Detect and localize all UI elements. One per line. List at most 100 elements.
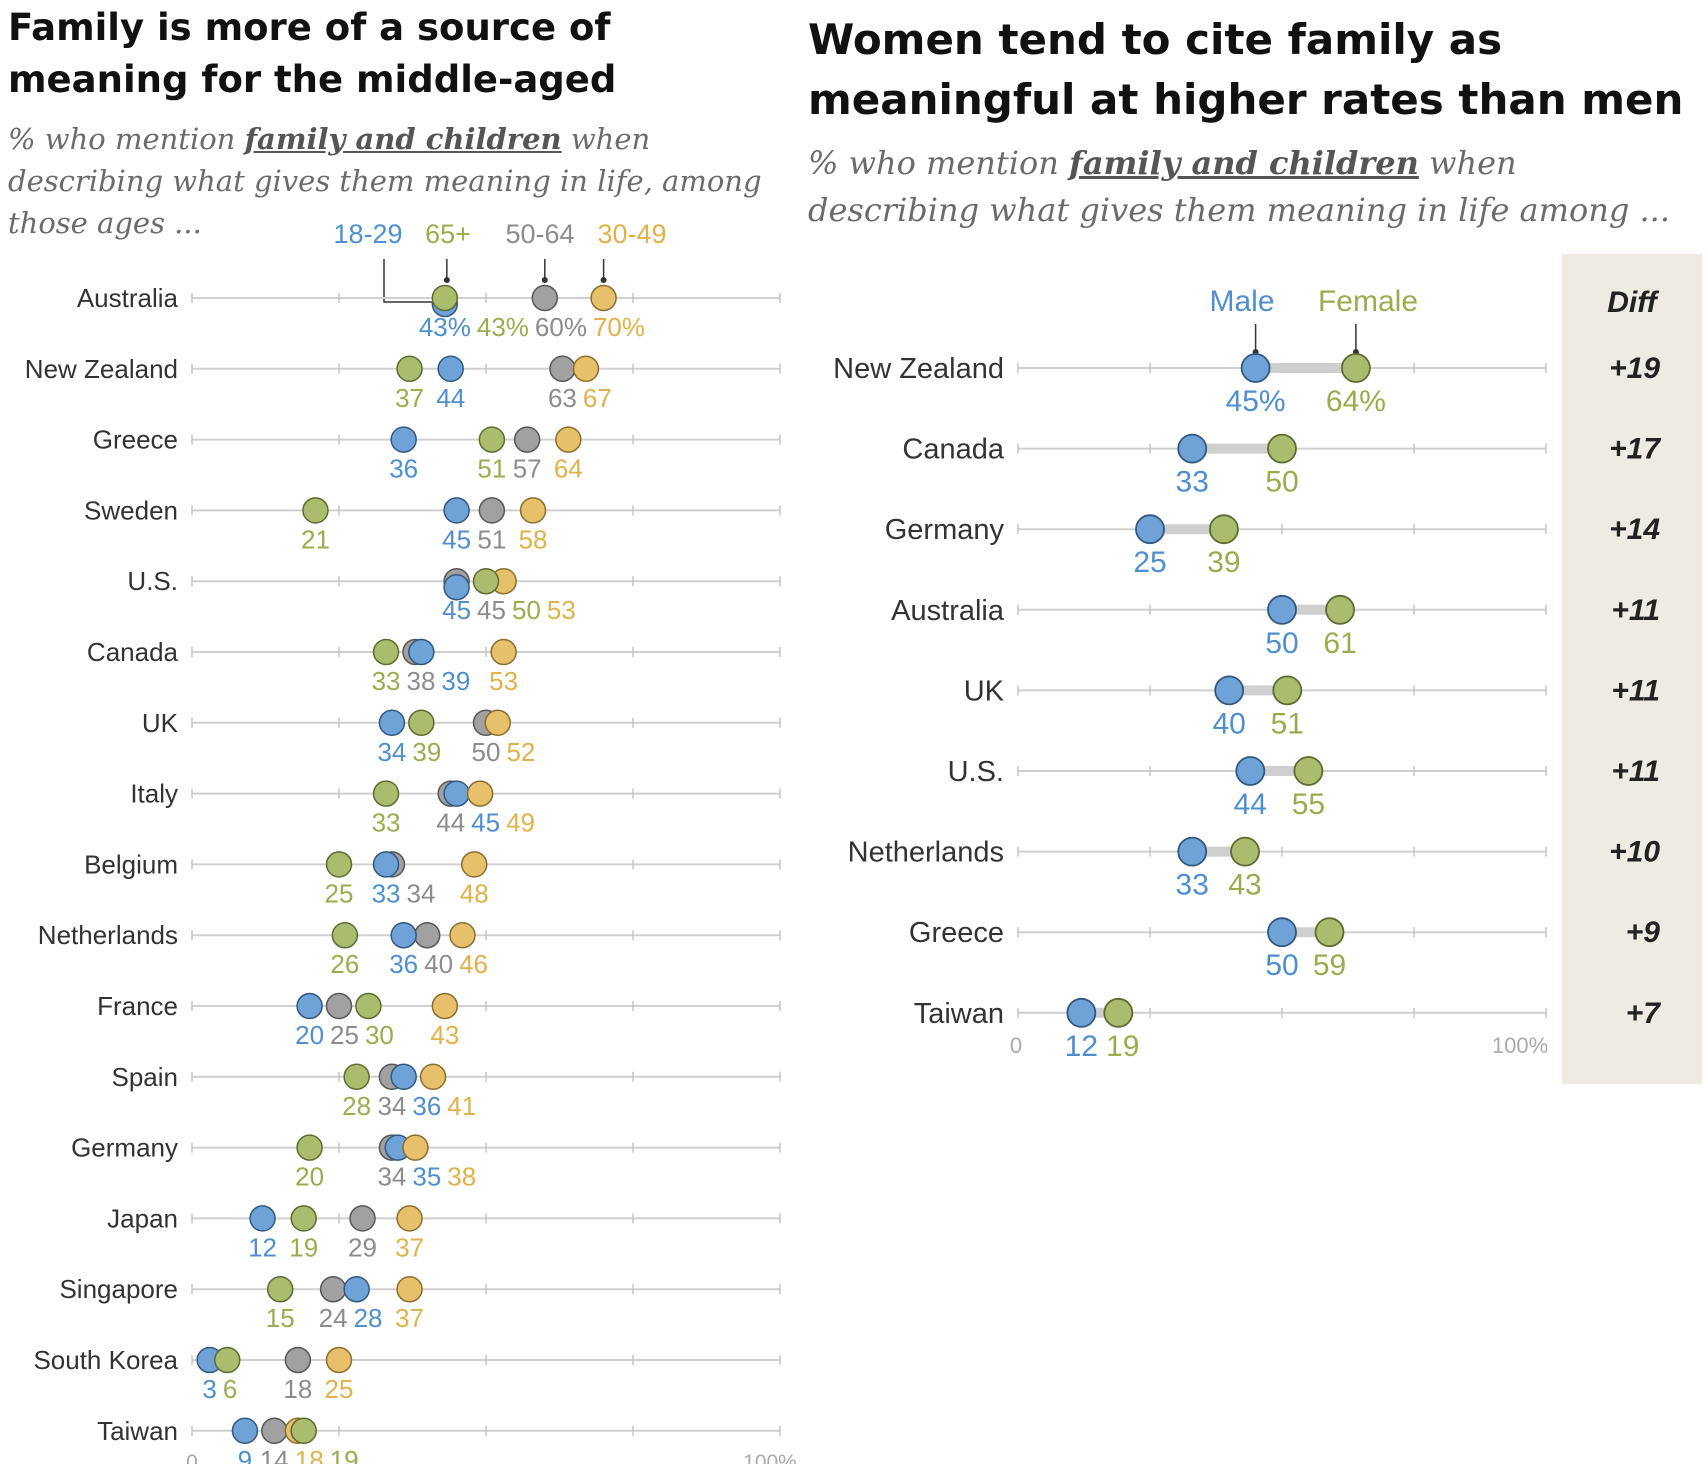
value-label: 24	[319, 1303, 348, 1333]
dot-age-65-plus	[478, 426, 506, 453]
row-label: U.S.	[127, 566, 178, 596]
value-label-male: 50	[1265, 627, 1298, 660]
diff-value: +11	[1611, 674, 1660, 707]
dot-age-65-plus	[396, 355, 423, 383]
value-label: 46	[459, 949, 488, 979]
value-label-male: 45%	[1226, 385, 1286, 418]
value-label: 35	[412, 1162, 441, 1192]
dot-age-18-29	[443, 497, 470, 524]
value-label: 45	[477, 595, 506, 625]
dot-age-30-49	[449, 921, 476, 949]
value-label-male: 50	[1265, 949, 1298, 982]
value-label-female: 39	[1207, 546, 1240, 579]
dot-age-65-plus	[214, 1346, 241, 1374]
row-label: Greece	[93, 425, 178, 455]
row-label: Taiwan	[914, 998, 1004, 1030]
value-label: 36	[412, 1091, 441, 1121]
value-label: 44	[436, 383, 465, 413]
dot-age-18-29	[443, 573, 470, 601]
row-label: U.S.	[948, 756, 1004, 788]
dot-age-65-plus	[372, 638, 400, 666]
row-label: UK	[142, 708, 179, 738]
value-label: 28	[342, 1091, 371, 1121]
row-label: Taiwan	[97, 1416, 178, 1446]
value-label-male: 25	[1133, 546, 1166, 579]
value-label-male: 12	[1065, 1030, 1098, 1063]
dot-female	[1209, 514, 1239, 545]
dot-age-65-plus	[472, 567, 500, 595]
value-label-male: 33	[1176, 466, 1209, 499]
value-label-female: 55	[1292, 788, 1325, 821]
value-label-female: 61	[1323, 627, 1356, 660]
right-chart-title: Women tend to cite family as meaningful …	[808, 15, 1684, 124]
row-label: Singapore	[59, 1274, 178, 1304]
value-label: 18	[283, 1374, 312, 1404]
value-label: 34	[377, 1162, 406, 1192]
dot-male	[1135, 514, 1165, 545]
value-label: 37	[395, 1303, 424, 1333]
dot-age-50-64	[413, 921, 441, 949]
value-label: 60%	[535, 312, 587, 342]
dot-age-18-29	[390, 426, 417, 453]
dot-age-30-49	[490, 638, 517, 666]
value-label-female: 64%	[1326, 385, 1386, 418]
dot-male	[1177, 836, 1208, 867]
dot-male	[1066, 997, 1097, 1028]
right-chart-subtitle: % who mention family and children when d…	[808, 140, 1688, 234]
legend-item-age-18-29: 18-29	[333, 219, 402, 249]
value-label: 39	[412, 737, 441, 767]
row-label: Canada	[87, 637, 179, 667]
value-label: 67	[583, 383, 612, 413]
dot-age-30-49	[466, 780, 494, 807]
value-label: 64	[554, 454, 583, 484]
value-label: 38	[447, 1162, 476, 1192]
dot-age-30-49	[460, 851, 488, 878]
value-label: 44	[436, 808, 465, 838]
value-label: 29	[348, 1232, 377, 1262]
diff-value: +19	[1609, 352, 1660, 385]
value-label: 18	[295, 1445, 324, 1464]
value-label: 19	[289, 1232, 318, 1262]
legend-pointer-dot	[600, 277, 607, 283]
right-subtitle-emphasis: family and children	[1069, 144, 1419, 182]
left-chart-title: Family is more of a source of meaning fo…	[8, 6, 617, 101]
dot-age-50-64	[284, 1346, 312, 1374]
row-label: Spain	[112, 1062, 179, 1092]
value-label: 53	[489, 666, 518, 696]
value-label: 34	[377, 1091, 406, 1121]
value-label: 43%	[419, 312, 471, 342]
legend-item-age-65-plus: 65+	[425, 219, 471, 249]
diff-value: +17	[1609, 433, 1661, 466]
legend-item-female: Female	[1318, 285, 1418, 318]
dot-female	[1293, 756, 1324, 786]
left-subtitle-prefix: % who mention	[8, 122, 245, 156]
dot-age-30-49	[396, 1205, 423, 1232]
dot-age-30-49	[419, 1063, 447, 1091]
row-label: Australia	[891, 595, 1005, 627]
dot-male	[1267, 594, 1297, 625]
value-label: 25	[325, 1374, 354, 1404]
diff-value: +10	[1609, 836, 1660, 869]
dot-age-30-49	[325, 1346, 353, 1374]
value-label-male: 40	[1213, 707, 1246, 740]
dot-age-18-29	[231, 1417, 259, 1445]
value-label: 70%	[593, 312, 645, 342]
diff-value: +7	[1626, 997, 1662, 1030]
dot-age-30-49	[402, 1134, 429, 1161]
dot-age-30-49	[590, 284, 617, 312]
right-subtitle-suffix: when describing what gives them meaning …	[808, 144, 1671, 229]
legend-pointer-line	[383, 259, 441, 303]
axis-tick-label: 0	[186, 1451, 198, 1464]
row-label: Netherlands	[848, 837, 1004, 869]
value-label: 43%	[477, 312, 529, 342]
axis-tick-label: 0	[1010, 1033, 1022, 1058]
row-label: Germany	[885, 514, 1005, 546]
row-label: France	[97, 991, 178, 1021]
value-label: 50	[472, 737, 501, 767]
value-label: 51	[477, 524, 506, 554]
value-label: 25	[325, 878, 354, 908]
dot-age-18-29	[408, 638, 435, 666]
dot-age-18-29	[390, 1063, 417, 1091]
value-label: 50	[512, 595, 541, 625]
